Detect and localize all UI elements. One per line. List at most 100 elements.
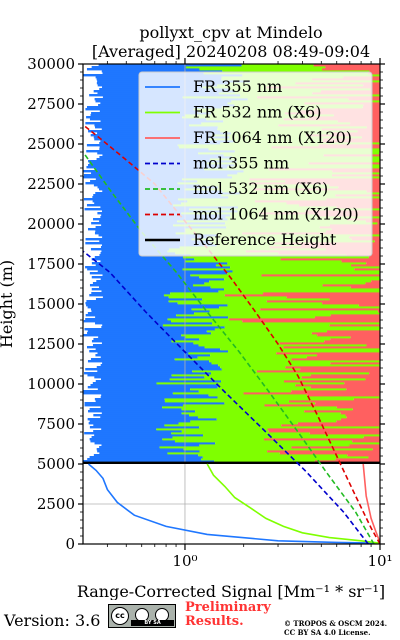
band-532 <box>182 268 355 271</box>
band-532 <box>220 366 286 369</box>
band-355 <box>89 408 182 411</box>
band-1064 <box>260 308 380 311</box>
band-355 <box>91 292 171 295</box>
legend: FR 355 nm FR 532 nm (X6) FR 1064 nm (X120)… <box>138 71 373 257</box>
band-355 <box>84 372 212 375</box>
band-1064 <box>365 378 380 381</box>
band-532 <box>181 430 269 433</box>
band-355 <box>89 284 193 287</box>
band-532 <box>219 306 380 309</box>
band-1064 <box>321 68 380 71</box>
band-355 <box>90 358 175 361</box>
band-355 <box>102 296 169 299</box>
band-1064 <box>256 370 380 373</box>
band-1064 <box>325 66 380 69</box>
band-532 <box>199 444 350 447</box>
band-355 <box>93 454 199 457</box>
y-tick-label: 20000 <box>27 215 75 233</box>
band-355 <box>83 334 182 337</box>
band-532 <box>185 336 351 339</box>
band-355 <box>84 402 225 405</box>
band-355 <box>94 256 184 259</box>
band-532 <box>224 326 380 329</box>
band-532 <box>216 418 341 421</box>
band-532 <box>181 412 341 415</box>
cc-license-badge[interactable]: cc BY SA <box>108 604 176 628</box>
band-1064 <box>314 460 380 463</box>
band-1064 <box>291 390 380 393</box>
band-1064 <box>322 302 380 305</box>
band-532 <box>190 388 347 391</box>
band-355 <box>95 354 211 357</box>
band-532 <box>181 334 318 337</box>
band-355 <box>87 306 220 309</box>
band-1064 <box>366 126 380 129</box>
band-532 <box>210 286 351 289</box>
band-1064 <box>311 332 380 335</box>
band-1064 <box>317 334 380 337</box>
band-355 <box>89 420 191 423</box>
band-355 <box>98 64 242 67</box>
band-355 <box>94 398 165 401</box>
band-1064 <box>352 408 380 411</box>
band-532 <box>211 372 370 375</box>
band-532 <box>197 416 347 419</box>
band-355 <box>87 312 195 315</box>
band-355 <box>88 422 179 425</box>
band-532 <box>198 454 348 457</box>
band-532 <box>183 256 369 259</box>
band-532 <box>164 400 289 403</box>
band-532 <box>172 436 364 439</box>
band-532 <box>199 426 380 429</box>
band-532 <box>164 424 282 427</box>
legend-label: mol 355 nm <box>193 154 289 173</box>
band-355 <box>96 448 184 451</box>
band-355 <box>95 380 222 383</box>
band-532 <box>218 384 296 387</box>
series-line-5 <box>83 124 380 544</box>
band-355 <box>91 340 172 343</box>
band-355 <box>91 276 200 279</box>
band-355 <box>97 270 233 273</box>
band-355 <box>95 316 229 319</box>
band-532 <box>217 396 380 399</box>
band-1064 <box>366 262 380 265</box>
band-1064 <box>330 314 380 317</box>
band-355 <box>90 440 175 443</box>
band-355 <box>84 404 183 407</box>
band-1064 <box>242 320 380 323</box>
band-1064 <box>268 430 380 433</box>
band-355 <box>87 332 212 335</box>
band-1064 <box>264 404 380 407</box>
band-532 <box>164 398 354 401</box>
band-532 <box>204 346 284 349</box>
band-1064 <box>336 406 380 409</box>
band-355 <box>89 272 228 275</box>
band-1064 <box>340 418 380 421</box>
band-355 <box>94 232 176 235</box>
band-355 <box>83 198 179 201</box>
band-532 <box>212 322 380 325</box>
band-1064 <box>372 448 380 451</box>
band-1064 <box>345 414 380 417</box>
band-355 <box>93 424 165 427</box>
band-1064 <box>371 280 380 283</box>
band-1064 <box>309 432 380 435</box>
band-1064 <box>344 382 380 385</box>
band-355 <box>100 406 163 409</box>
y-tick-label: 17500 <box>27 255 75 273</box>
band-1064 <box>330 362 380 365</box>
band-1064 <box>358 304 380 307</box>
band-355 <box>95 264 216 267</box>
series-lines <box>83 124 380 544</box>
band-355 <box>93 338 200 341</box>
band-355 <box>91 310 210 313</box>
band-1064 <box>374 240 380 243</box>
band-1064 <box>329 324 380 327</box>
y-tick-label: 22500 <box>27 175 75 193</box>
y-axis-label: Height (m) <box>0 260 16 348</box>
band-532 <box>215 442 380 445</box>
version-label: Version: 3.6 <box>4 611 101 630</box>
band-1064 <box>335 458 380 461</box>
band-355 <box>94 202 182 205</box>
